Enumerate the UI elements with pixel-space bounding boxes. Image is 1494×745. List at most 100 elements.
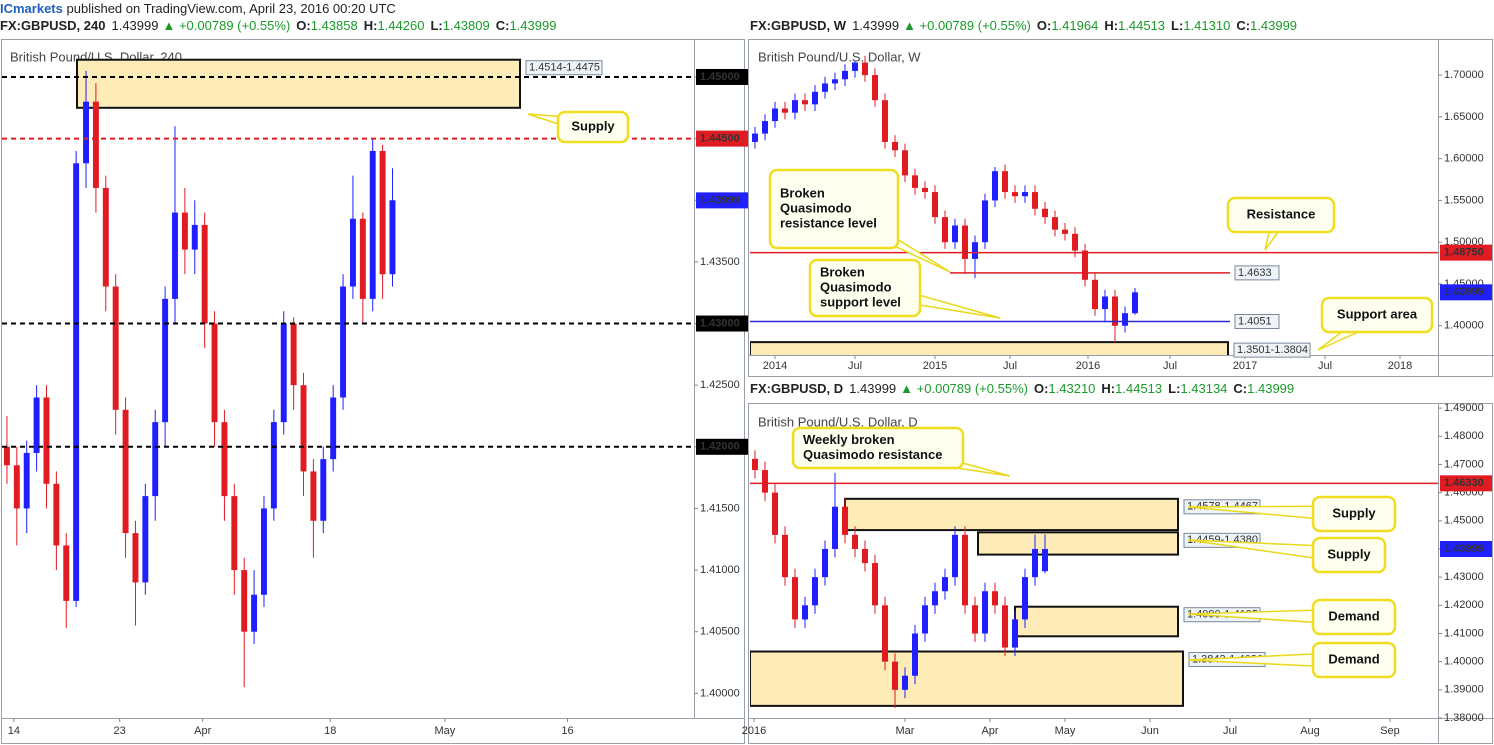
x-tick-label: 23 <box>114 725 126 737</box>
candle-body <box>862 548 868 564</box>
level-label: 1.44500 <box>700 133 740 145</box>
candle-body <box>251 594 258 632</box>
candle-body <box>952 225 958 243</box>
callout-text: Broken <box>820 264 865 279</box>
ohlc-value: 1.43999 <box>509 18 556 33</box>
panel-frame <box>1 39 745 744</box>
y-tick-label: 1.55000 <box>1444 194 1484 206</box>
candle-body <box>1022 192 1028 197</box>
candle-body <box>752 133 758 142</box>
candle-body <box>1042 548 1048 572</box>
last-price-label: 1.43999 <box>1444 286 1484 298</box>
zone-label: 1.3501-1.3804 <box>1237 344 1308 356</box>
ohlc-label: L: <box>1168 381 1180 396</box>
x-tick-label: May <box>1055 725 1076 737</box>
ohlc-label: C: <box>1236 18 1250 33</box>
candle-body <box>221 422 228 497</box>
callout-box <box>768 168 900 250</box>
y-tick-label: 1.41500 <box>700 502 740 514</box>
candle-body <box>389 200 396 275</box>
ohlc-label: C: <box>1233 381 1247 396</box>
y-tick-label: 1.47000 <box>1444 458 1484 470</box>
ohlc-label: L: <box>430 18 442 33</box>
candle-body <box>181 212 188 250</box>
candle-body <box>13 465 20 509</box>
level-label-box <box>696 438 748 455</box>
ohlc-label: H: <box>364 18 378 33</box>
chart-title: British Pound/U.S. Dollar, W <box>758 49 921 64</box>
candle-body <box>53 483 60 546</box>
x-tick-label: Apr <box>981 725 998 737</box>
ohlc-value: 1.44513 <box>1118 18 1165 33</box>
last-price: 1.43999 <box>111 18 158 33</box>
y-tick-label: 1.65000 <box>1444 111 1484 123</box>
candle-body <box>892 661 898 690</box>
publish-line: ICmarkets published on TradingView.com, … <box>0 1 396 16</box>
ohlc-value: 1.43999 <box>1247 381 1294 396</box>
candle-body <box>962 534 968 606</box>
candle-body <box>122 409 129 534</box>
x-tick-label: Mar <box>896 725 915 737</box>
candle-body <box>1002 171 1008 193</box>
callout-text: Quasimodo resistance <box>803 447 942 462</box>
candle-body <box>762 470 768 493</box>
candle-body <box>1012 192 1018 197</box>
candle-body <box>852 62 858 71</box>
x-tick-label: 18 <box>324 725 336 737</box>
candle-body <box>191 224 198 250</box>
symbol: FX:GBPUSD, W <box>750 18 847 33</box>
candle-body <box>241 570 248 632</box>
candle-body <box>902 150 908 176</box>
candle-body <box>330 397 337 460</box>
candle-body <box>912 633 918 676</box>
candle-body <box>822 548 828 578</box>
ohlc-label: H: <box>1101 381 1115 396</box>
candle-body <box>922 187 928 193</box>
callout-text: Support area <box>1337 306 1418 321</box>
y-tick-label: 1.41000 <box>700 564 740 576</box>
last-price-label: 1.43999 <box>1444 543 1484 555</box>
candle-body <box>1062 229 1068 234</box>
candle-body <box>270 422 277 509</box>
y-tick-label: 1.40000 <box>1444 656 1484 668</box>
candle-body <box>1082 250 1088 280</box>
candle-body <box>862 62 868 76</box>
callout-box <box>1311 641 1397 679</box>
candle-body <box>872 75 878 101</box>
candle-body <box>359 218 366 299</box>
candle-body <box>792 100 798 113</box>
candle-body <box>33 397 40 453</box>
x-tick-label: Jul <box>848 360 862 372</box>
last-price-box <box>1440 540 1492 557</box>
candle-body <box>942 217 948 243</box>
candle-body <box>152 422 159 497</box>
candle-body <box>982 200 988 243</box>
candle-body <box>349 218 356 287</box>
zone-label: 1.4514-1.4475 <box>529 62 600 74</box>
callout-box <box>1320 296 1434 334</box>
callout-text: Quasimodo <box>780 200 852 215</box>
y-tick-label: 1.39000 <box>1444 684 1484 696</box>
symbol: FX:GBPUSD, 240 <box>0 18 105 33</box>
brand: ICmarkets <box>0 1 63 16</box>
candle-body <box>752 458 758 471</box>
publish-text: published on TradingView.com, April 23, … <box>67 1 396 16</box>
candle-body <box>802 605 808 620</box>
level-tag: 1.4633 <box>1238 267 1272 279</box>
level-label: 1.48750 <box>1444 247 1484 259</box>
candle-body <box>1042 208 1048 218</box>
x-tick-label: Jul <box>1318 360 1332 372</box>
candle-body <box>1072 233 1078 251</box>
ohlc-label: O: <box>1034 381 1048 396</box>
candle-body <box>882 605 888 662</box>
candle-body <box>932 591 938 606</box>
candle-body <box>83 101 89 164</box>
candle-body <box>832 79 838 84</box>
y-tick-label: 1.42500 <box>700 379 740 391</box>
candle-body <box>872 563 878 606</box>
ticker-line: FX:GBPUSD, D 1.43999 ▲ +0.00789 (+0.55%) O:… <box>750 381 1294 396</box>
zone <box>76 58 521 109</box>
candle-body <box>922 605 928 634</box>
